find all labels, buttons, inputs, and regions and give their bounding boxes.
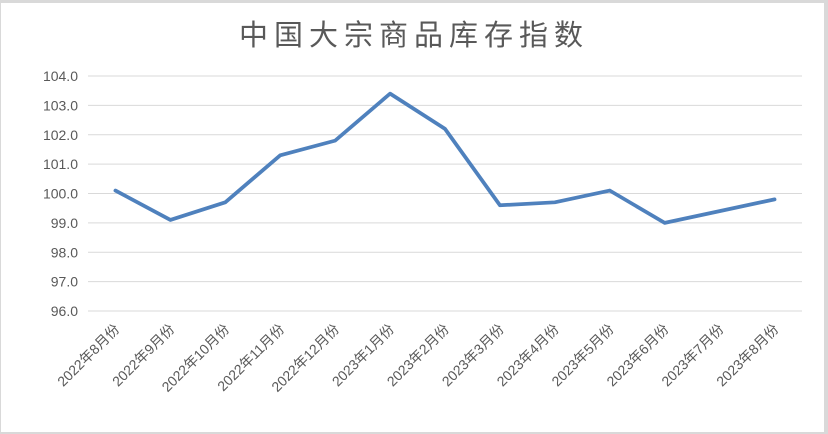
y-tick-label: 96.0 <box>51 303 78 319</box>
y-tick-label: 97.0 <box>51 274 78 290</box>
inventory-index-series-line <box>113 91 777 225</box>
y-tick-label: 100.0 <box>43 186 78 202</box>
y-axis-tick-labels: 104.0 103.0 102.0 101.0 100.0 99.0 98.0 97.0 96.… <box>43 68 78 319</box>
y-tick-label: 101.0 <box>43 156 78 172</box>
x-axis-tick-labels: 2022年8月份2022年9月份2022年10月份2022年11月份2022年1… <box>54 321 782 395</box>
y-tick-label: 102.0 <box>43 127 78 143</box>
horizontal-gridlines <box>88 75 802 312</box>
y-tick-label: 103.0 <box>43 97 78 113</box>
chart-title: 中国大宗商品库存指数 <box>238 20 589 52</box>
y-tick-label: 104.0 <box>43 68 78 84</box>
y-tick-label: 99.0 <box>51 215 78 231</box>
y-tick-label: 98.0 <box>51 244 78 260</box>
